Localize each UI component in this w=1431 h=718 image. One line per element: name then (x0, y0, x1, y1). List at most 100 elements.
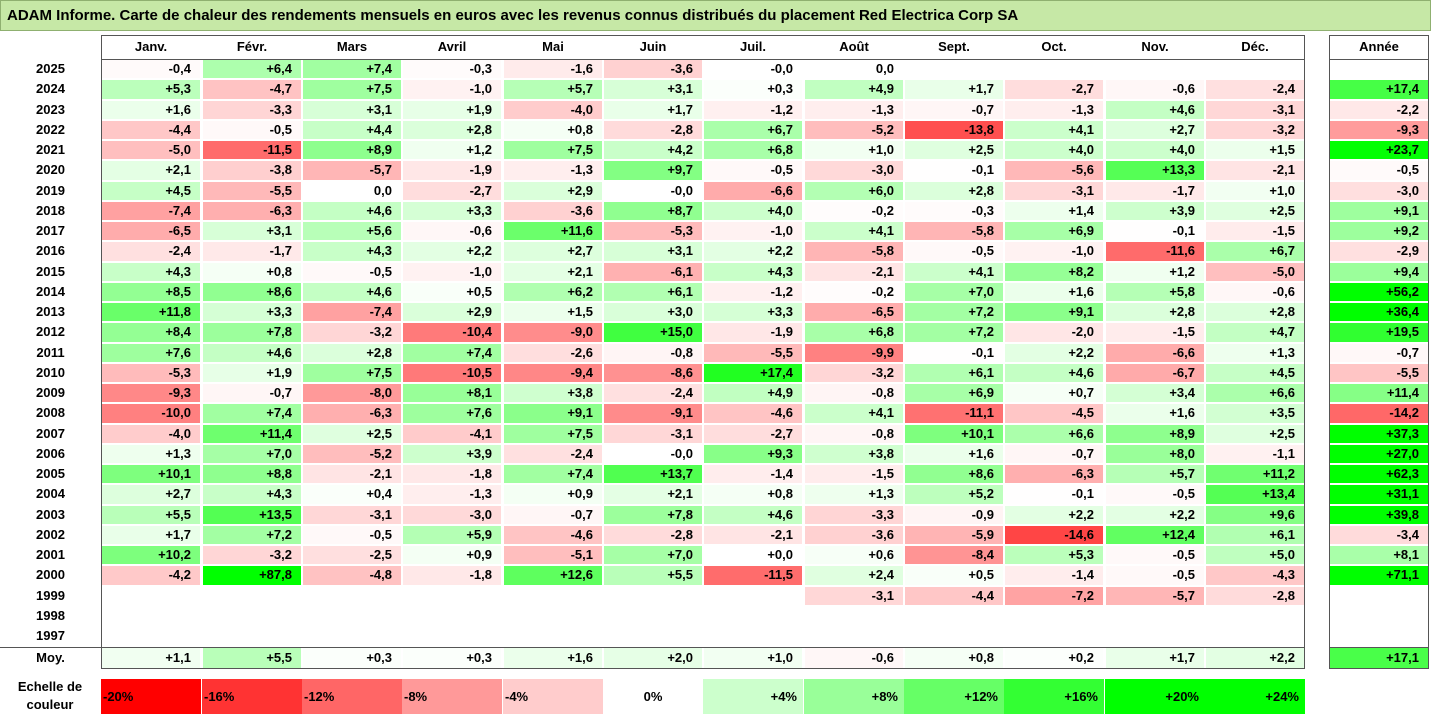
heat-cell (905, 60, 1003, 79)
year-label: 2018 (36, 202, 65, 218)
heat-cell: -0,8 (604, 343, 702, 362)
chart-title: ADAM Informe. Carte de chaleur des rende… (0, 0, 1431, 31)
annual-cell: -3,0 (1330, 181, 1428, 200)
color-scale-swatch: -4% (503, 679, 603, 714)
heat-cell: +7,2 (905, 323, 1003, 342)
average-cell: +0,3 (303, 648, 401, 668)
heat-cell: +8,9 (1106, 424, 1204, 443)
heat-cell: -4,4 (102, 120, 200, 139)
year-label: 2013 (36, 304, 65, 319)
heat-cell: -1,8 (403, 465, 501, 484)
heat-cell: +1,2 (403, 141, 501, 160)
column-header: Sept. (938, 39, 970, 54)
heat-cell: +9,7 (604, 161, 702, 180)
heat-cell: +0,8 (704, 485, 802, 504)
color-scale-swatch: +24% (1205, 679, 1305, 714)
heat-cell: +2,5 (303, 424, 401, 443)
column-header: Août (839, 39, 869, 54)
heat-cell: +2,5 (1206, 201, 1304, 220)
average-annual-cell: +17,1 (1330, 648, 1428, 668)
heat-cell (203, 586, 301, 605)
heat-cell: -1,1 (1206, 444, 1304, 463)
heat-cell: +2,2 (403, 242, 501, 261)
heat-cell: -2,1 (805, 262, 903, 281)
heat-cell: +4,9 (704, 384, 802, 403)
heat-cell: -1,9 (403, 161, 501, 180)
heat-cell (1206, 606, 1304, 625)
heat-cell: -5,2 (303, 444, 401, 463)
year-label: 2012 (36, 324, 65, 340)
heat-cell: -0,7 (1005, 444, 1103, 463)
column-header: Févr. (236, 39, 268, 54)
annual-cell: -5,5 (1330, 363, 1428, 382)
annual-cell: +62,3 (1330, 465, 1428, 484)
heat-cell: -6,3 (303, 404, 401, 423)
heat-cell: -5,2 (805, 120, 903, 139)
annual-cell: -2,9 (1330, 242, 1428, 261)
heat-cell: +8,5 (102, 282, 200, 301)
heat-cell: -1,8 (403, 566, 501, 585)
heat-cell: +2,7 (1106, 120, 1204, 139)
annual-cell: -9,3 (1330, 120, 1428, 139)
column-header: Mai (542, 39, 564, 54)
heat-cell: -3,1 (805, 586, 903, 605)
color-scale-swatch: +8% (804, 679, 904, 714)
heat-cell: -6,7 (1106, 363, 1204, 382)
annual-header: Année (1359, 39, 1399, 54)
heat-cell: +5,5 (604, 566, 702, 585)
heat-cell: +7,5 (303, 363, 401, 382)
heat-cell (604, 586, 702, 605)
heat-cell: -0,8 (805, 384, 903, 403)
annual-header-divider (1329, 59, 1429, 60)
heat-cell: +6,6 (1005, 424, 1103, 443)
heat-cell: -2,0 (1005, 323, 1103, 342)
heat-cell: +13,3 (1106, 161, 1204, 180)
year-label: 2024 (36, 81, 65, 97)
heat-cell: -3,0 (403, 505, 501, 524)
heat-cell: -4,5 (1005, 404, 1103, 423)
heat-cell: -1,2 (704, 100, 802, 119)
heat-cell: -2,5 (303, 546, 401, 565)
heat-cell: +6,8 (704, 141, 802, 160)
heat-cell: +6,6 (1206, 384, 1304, 403)
heat-cell (102, 606, 200, 625)
heat-cell: +3,8 (504, 384, 602, 403)
heat-cell: +1,2 (1106, 262, 1204, 281)
heat-cell: +3,3 (203, 303, 301, 322)
heat-cell: +6,9 (905, 384, 1003, 403)
year-label: 2011 (36, 344, 65, 360)
color-scale-swatch: -16% (202, 679, 302, 714)
annual-cell: +39,8 (1330, 505, 1428, 524)
heat-cell: -8,6 (604, 363, 702, 382)
heat-cell (604, 606, 702, 625)
column-header: Oct. (1041, 39, 1067, 54)
heat-cell: +4,6 (1005, 363, 1103, 382)
heat-cell: +4,9 (805, 80, 903, 99)
heat-cell: +2,5 (1206, 424, 1304, 443)
heat-cell: -9,1 (604, 404, 702, 423)
annual-cell: -0,5 (1330, 161, 1428, 180)
heat-cell: +2,8 (303, 343, 401, 362)
annual-cell (1330, 586, 1428, 605)
heat-cell: +4,7 (1206, 323, 1304, 342)
average-cell: +1,0 (704, 648, 802, 668)
heat-cell: -0,0 (604, 444, 702, 463)
color-scale-swatch: -12% (302, 679, 402, 714)
heat-cell: +1,6 (102, 100, 200, 119)
heat-cell: 0,0 (303, 181, 401, 200)
heat-cell (604, 627, 702, 646)
heat-cell: +5,9 (403, 525, 501, 544)
heat-cell: -1,5 (1106, 323, 1204, 342)
heat-cell: -1,5 (805, 465, 903, 484)
heat-cell: +7,4 (403, 343, 501, 362)
heat-cell: +2,5 (905, 141, 1003, 160)
heat-cell: +6,0 (805, 181, 903, 200)
heat-cell: -5,8 (805, 242, 903, 261)
heat-cell: -0,7 (203, 384, 301, 403)
column-header: Mars (336, 39, 368, 54)
heat-cell: +12,4 (1106, 525, 1204, 544)
year-label: 1997 (36, 628, 65, 643)
heat-cell: -0,8 (805, 424, 903, 443)
heat-cell: +7,0 (604, 546, 702, 565)
heat-cell: -1,3 (1005, 100, 1103, 119)
